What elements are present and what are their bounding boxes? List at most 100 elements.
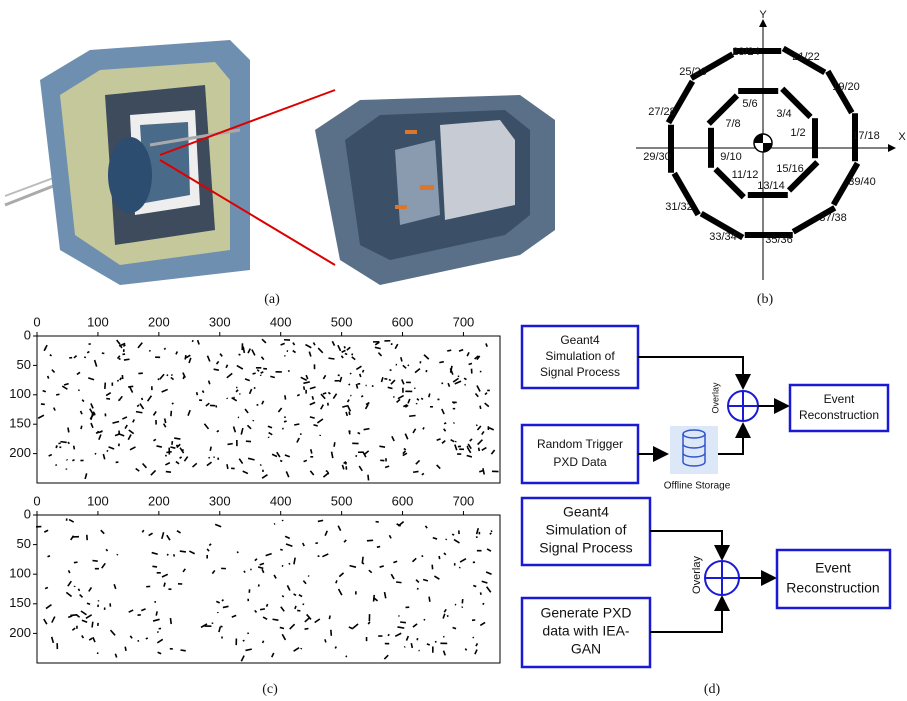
pixel-hit xyxy=(92,561,97,562)
pixel-hit xyxy=(331,630,332,636)
pixel-hit xyxy=(106,549,107,551)
x-tick-label: 300 xyxy=(209,493,231,508)
pixel-hit xyxy=(447,615,448,616)
pixel-hit xyxy=(439,556,440,559)
box-text: PXD Data xyxy=(553,455,607,469)
pixel-hit xyxy=(318,520,323,521)
pixel-hit xyxy=(465,649,466,651)
pixel-hit xyxy=(106,398,110,399)
pixel-hit xyxy=(312,396,313,399)
pixel-hit xyxy=(92,622,93,628)
pixel-hit xyxy=(297,395,299,396)
pixel-hit xyxy=(311,449,312,453)
pixel-hit xyxy=(117,554,118,555)
pixel-hit xyxy=(142,398,143,400)
box-text: Simulation of xyxy=(545,349,615,363)
ladder-label: 17/18 xyxy=(852,130,880,142)
overlay-label: Overlay xyxy=(710,382,720,414)
pixel-hit xyxy=(180,551,186,552)
pixel-hit xyxy=(462,607,463,608)
pixel-hit xyxy=(483,603,484,604)
x-tick-label: 400 xyxy=(270,314,292,329)
ladder-label: 37/38 xyxy=(819,212,847,224)
pixel-hit xyxy=(60,442,66,443)
pixel-hit xyxy=(368,475,369,481)
box-text: Reconstruction xyxy=(799,408,879,422)
box-text: Event xyxy=(815,560,851,576)
pixel-hit xyxy=(429,597,430,602)
pixel-hit xyxy=(227,444,232,445)
pixel-hit xyxy=(172,403,174,404)
pixel-hit xyxy=(459,567,460,568)
flowchart-bottom: Geant4 Simulation of Signal Process Gene… xyxy=(522,498,890,667)
x-tick-label: 300 xyxy=(209,314,231,329)
pixel-hit xyxy=(217,431,219,432)
pixel-hit xyxy=(164,348,166,349)
pixel-hit xyxy=(401,357,402,361)
y-tick-label: 200 xyxy=(9,625,31,640)
pixel-hit xyxy=(361,396,363,397)
x-tick-label: 100 xyxy=(87,314,109,329)
pixel-hit xyxy=(349,430,350,434)
pixel-hit xyxy=(315,543,317,544)
pixel-hit xyxy=(214,369,219,370)
pixel-hit xyxy=(479,448,480,451)
pixel-hit xyxy=(294,424,299,425)
ladder-label: 33/34 xyxy=(709,231,737,243)
caption: (a) xyxy=(264,292,280,307)
pixel-hit xyxy=(427,644,430,645)
pixel-hit xyxy=(222,600,223,601)
pixel-hit xyxy=(280,461,282,462)
ladder-label: 27/28 xyxy=(648,106,676,118)
pixel-hit xyxy=(329,616,330,620)
pixel-hit xyxy=(81,426,82,429)
box-text: Random Trigger xyxy=(537,437,623,451)
pixel-hit xyxy=(473,585,476,586)
pixel-hit xyxy=(308,576,309,577)
pixel-hit xyxy=(284,421,287,422)
pixel-hit xyxy=(68,427,69,432)
pixel-hit xyxy=(326,471,328,472)
pixel-hit xyxy=(349,384,350,385)
pixel-hit xyxy=(56,394,59,395)
pixel-hit xyxy=(227,398,228,399)
pixel-hit xyxy=(338,375,340,376)
pixel-hit xyxy=(390,370,392,371)
ladder-label: 3/4 xyxy=(776,108,791,120)
pixel-hit xyxy=(400,622,406,623)
pixel-hit xyxy=(273,619,279,620)
caption: (b) xyxy=(757,292,774,307)
ladder-label: 1/2 xyxy=(790,127,805,139)
pixel-hit xyxy=(455,604,456,605)
pixel-hit xyxy=(358,433,360,434)
pixel-hit xyxy=(423,427,424,429)
pixel-hit xyxy=(260,465,261,466)
pixel-hit xyxy=(68,442,70,443)
detector-illustration xyxy=(5,40,555,285)
pixel-hit xyxy=(138,641,139,642)
pixel-hit xyxy=(119,359,121,360)
pixel-hit xyxy=(180,457,182,458)
pixel-hit xyxy=(334,442,335,446)
pixel-hit xyxy=(335,647,336,649)
pixel-hit xyxy=(367,540,373,541)
pixel-hit xyxy=(56,465,57,466)
pixel-hit xyxy=(346,656,347,657)
pixel-hit xyxy=(455,441,456,442)
pixel-hit xyxy=(344,346,345,348)
pixel-hit xyxy=(146,638,148,639)
pixel-hit xyxy=(192,340,193,342)
pixel-hit xyxy=(136,412,142,413)
pixel-hit xyxy=(125,647,126,651)
pixel-hit xyxy=(465,385,466,386)
box-text: Generate PXD xyxy=(540,605,631,621)
pixel-hit xyxy=(119,444,120,447)
y-tick-label: 0 xyxy=(24,506,31,521)
pixel-hit xyxy=(243,640,245,641)
pixel-hit xyxy=(48,376,49,379)
x-tick-label: 0 xyxy=(33,493,40,508)
box-text: Geant4 xyxy=(560,333,600,347)
caption: (d) xyxy=(704,682,721,697)
pixel-hit xyxy=(128,386,133,387)
pixel-hit xyxy=(349,412,350,415)
